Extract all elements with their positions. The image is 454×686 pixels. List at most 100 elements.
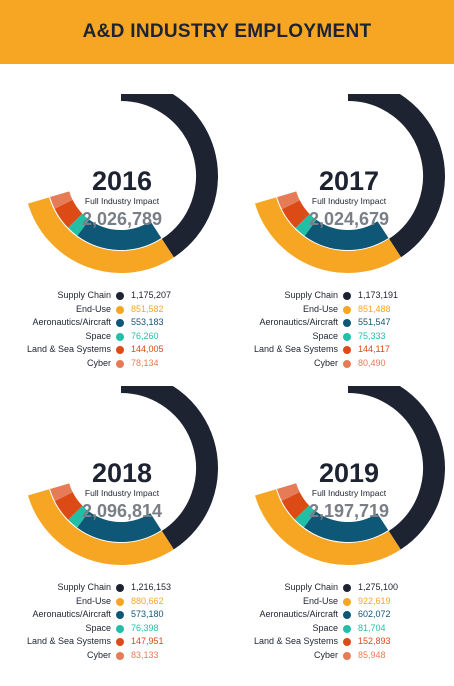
legend-value: 922,619: [358, 595, 391, 606]
chart-subtitle: Full Industry Impact: [312, 196, 387, 206]
legend-item-aeronautics-aircraft: Aeronautics/Aircraft 602,072: [227, 608, 454, 622]
legend-value: 144,117: [358, 344, 390, 355]
chart-year: 2017: [319, 166, 379, 196]
legend-item-cyber: Cyber 80,490: [227, 357, 454, 371]
legend-value: 78,134: [131, 357, 159, 368]
legend-label: Space: [85, 622, 111, 633]
legend-label: Cyber: [86, 357, 111, 368]
legend-swatch: [116, 359, 124, 368]
legend-label: Supply Chain: [284, 290, 338, 300]
slice-space: [294, 505, 316, 528]
legend-swatch: [116, 346, 124, 355]
legend-swatch: [116, 597, 124, 606]
chart-panel-2016: 2016 Full Industry Impact 2,026,789 Supply …: [0, 94, 227, 394]
slice-space: [68, 213, 90, 236]
slice-end-use: [27, 488, 174, 565]
legend-item-aeronautics-aircraft: Aeronautics/Aircraft 553,183: [0, 316, 227, 330]
legend-swatch: [116, 624, 124, 633]
legend-value: 1,173,191: [358, 290, 399, 300]
legend-label: Cyber: [86, 649, 111, 660]
chart-legend: Supply Chain 1,275,100 End-Use 922,619 Aeron…: [227, 581, 454, 663]
chart-total: 2,096,814: [82, 501, 162, 521]
legend-value: 880,662: [131, 595, 164, 606]
legend-value: 85,948: [358, 649, 386, 660]
legend-item-aeronautics-aircraft: Aeronautics/Aircraft 573,180: [0, 608, 227, 622]
chart-year: 2019: [319, 458, 379, 488]
legend-label: End-Use: [75, 595, 111, 606]
chart-total: 2,024,679: [309, 209, 389, 229]
legend-value: 80,490: [358, 357, 386, 368]
legend-swatch: [343, 624, 351, 633]
legend-swatch: [343, 359, 351, 368]
legend-swatch: [343, 638, 351, 647]
legend-label: Supply Chain: [57, 582, 111, 592]
slice-aeronautics-aircraft: [77, 219, 162, 250]
legend-swatch: [116, 651, 124, 660]
legend-label: Aeronautics/Aircraft: [259, 609, 338, 620]
legend-item-supply-chain: Supply Chain 1,216,153: [0, 581, 227, 595]
legend-swatch: [343, 584, 351, 592]
legend-swatch: [116, 584, 124, 592]
legend-label: Land & Sea Systems: [26, 636, 111, 647]
legend-item-space: Space 75,333: [227, 330, 454, 344]
legend-item-cyber: Cyber 83,133: [0, 649, 227, 663]
legend-value: 81,704: [358, 622, 386, 633]
legend-swatch: [343, 651, 351, 660]
legend-value: 602,072: [358, 609, 391, 620]
legend-label: Land & Sea Systems: [253, 344, 338, 355]
legend-swatch: [343, 332, 351, 341]
legend-item-aeronautics-aircraft: Aeronautics/Aircraft 551,547: [227, 316, 454, 330]
chart-total: 2,197,719: [309, 501, 389, 521]
slice-aeronautics-aircraft: [304, 219, 389, 250]
legend-swatch: [116, 332, 124, 341]
header-banner: A&D INDUSTRY EMPLOYMENT: [0, 0, 454, 64]
slice-land-and-sea-systems: [54, 491, 83, 520]
slice-end-use: [254, 488, 401, 565]
legend-value: 83,133: [131, 649, 159, 660]
legend-label: Land & Sea Systems: [26, 344, 111, 355]
legend-item-end-use: End-Use 851,488: [227, 303, 454, 317]
slice-aeronautics-aircraft: [77, 511, 162, 542]
legend-value: 75,333: [358, 330, 386, 341]
legend-item-end-use: End-Use 922,619: [227, 595, 454, 609]
slice-supply-chain: [347, 94, 445, 258]
chart-panel-2017: 2017 Full Industry Impact 2,024,679 Supply …: [227, 94, 454, 394]
legend-label: Supply Chain: [284, 582, 338, 592]
chart-year: 2018: [92, 458, 152, 488]
legend-value: 573,180: [131, 609, 164, 620]
legend-value: 851,488: [358, 303, 391, 314]
legend-item-land-and-sea-systems: Land & Sea Systems 147,951: [0, 635, 227, 649]
legend-label: Space: [312, 330, 338, 341]
slice-end-use: [27, 196, 174, 273]
legend-swatch: [343, 292, 351, 300]
legend-value: 553,183: [131, 317, 164, 328]
slice-supply-chain: [120, 94, 218, 258]
slice-supply-chain: [347, 386, 445, 550]
chart-subtitle: Full Industry Impact: [85, 196, 160, 206]
legend-swatch: [343, 346, 351, 355]
slice-supply-chain: [120, 386, 218, 550]
page-title: A&D INDUSTRY EMPLOYMENT: [82, 21, 372, 42]
legend-swatch: [116, 292, 124, 300]
legend-label: Space: [312, 622, 338, 633]
legend-swatch: [116, 638, 124, 647]
legend-swatch: [343, 611, 351, 620]
legend-value: 147,951: [131, 636, 164, 647]
legend-swatch: [116, 319, 124, 328]
legend-value: 76,398: [131, 622, 159, 633]
slice-aeronautics-aircraft: [303, 511, 389, 542]
slice-cyber: [277, 191, 300, 210]
legend-item-cyber: Cyber 85,948: [227, 649, 454, 663]
legend-value: 1,175,207: [131, 290, 172, 300]
legend-value: 1,275,100: [358, 582, 399, 592]
chart-legend: Supply Chain 1,216,153 End-Use 880,662 Aeron…: [0, 581, 227, 663]
legend-label: Supply Chain: [57, 290, 111, 300]
slice-cyber: [277, 483, 300, 501]
legend-item-land-and-sea-systems: Land & Sea Systems 152,893: [227, 635, 454, 649]
legend-value: 152,893: [358, 636, 391, 647]
legend-item-end-use: End-Use 851,582: [0, 303, 227, 317]
legend-item-space: Space 81,704: [227, 622, 454, 636]
slice-space: [295, 213, 317, 236]
legend-item-land-and-sea-systems: Land & Sea Systems 144,005: [0, 343, 227, 357]
slice-land-and-sea-systems: [281, 199, 310, 229]
